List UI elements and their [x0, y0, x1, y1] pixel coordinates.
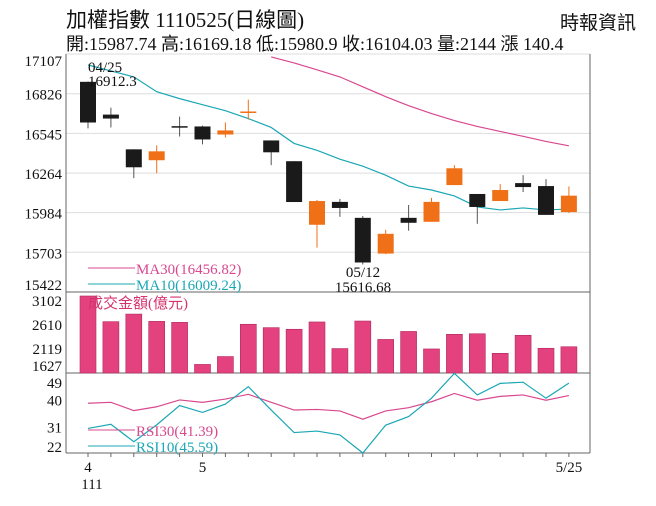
volume-bar: [171, 322, 188, 374]
ma10-line: [87, 64, 569, 211]
candle-body: [148, 151, 165, 161]
volume-tick-label: 2119: [33, 342, 62, 358]
price-tick-label: 15703: [25, 246, 63, 262]
candle-body: [286, 161, 303, 203]
volume-bar: [285, 328, 303, 374]
volume-bar: [240, 323, 257, 374]
high-date-label: 04/25: [88, 60, 122, 76]
volume-bar: [308, 321, 326, 374]
volume-bar: [537, 347, 555, 374]
volume-bar: [354, 320, 372, 374]
rsi10-line: [87, 372, 570, 454]
candle-body: [560, 195, 577, 213]
volume-tick-label: 1627: [32, 359, 63, 375]
candle-body: [331, 201, 348, 208]
volume-bar: [423, 348, 440, 374]
ohlc-summary: 開:15987.74 高:16169.18 低:15980.9 收:16104.…: [66, 34, 564, 54]
price-tick-label: 15422: [25, 278, 63, 294]
volume-bar: [194, 364, 211, 374]
volume-bar: [491, 353, 509, 374]
candle-body: [423, 201, 440, 222]
candle-body: [354, 217, 371, 263]
price-tick-label: 16545: [25, 127, 63, 143]
volume-bar: [514, 334, 532, 374]
high-value-label: 16912.3: [88, 74, 137, 90]
volume-bar: [400, 331, 417, 374]
candle-body: [194, 126, 211, 140]
rsi-tick-label: 40: [47, 394, 62, 410]
candle-body: [263, 140, 280, 153]
x-tick-label: 4: [84, 460, 92, 476]
volume-bar: [468, 333, 486, 374]
volume-title: 成交金額(億元): [88, 294, 188, 312]
x-tick-label: 5: [199, 460, 207, 476]
low-value-label: 15616.68: [335, 280, 391, 296]
volume-bar: [262, 327, 280, 374]
volume-tick-label: 3102: [32, 294, 62, 310]
candle-body: [171, 126, 188, 128]
rsi30-line: [87, 392, 570, 420]
volume-bar: [148, 321, 165, 374]
candle-body: [515, 183, 532, 188]
price-tick-label: 16826: [25, 88, 63, 104]
rsi-tick-label: 22: [47, 440, 62, 456]
candle-body: [538, 186, 554, 215]
volume-bar: [331, 348, 349, 374]
candle-body: [217, 130, 234, 135]
rsi-tick-label: 49: [47, 376, 62, 392]
price-tick-label: 16264: [25, 167, 63, 183]
volume-bar: [560, 346, 578, 374]
candle-body: [446, 168, 463, 186]
candle-body: [125, 149, 142, 168]
volume-tick-label: 2610: [32, 318, 62, 334]
price-tick-label: 15984: [25, 207, 63, 223]
ma30-legend: MA30(16456.82): [136, 262, 241, 278]
volume-bar: [102, 321, 120, 374]
price-tick-label: 17107: [25, 54, 63, 70]
x-tick-year-label: 111: [81, 477, 102, 493]
volume-bar: [79, 295, 97, 374]
volume-bar: [125, 313, 143, 374]
rsi-tick-label: 31: [47, 420, 62, 436]
candle-body: [102, 114, 119, 119]
ma10-legend: MA10(16009.24): [136, 278, 241, 294]
rsi30-legend: RSI30(41.39): [136, 424, 218, 440]
candle-body: [377, 233, 394, 254]
volume-bar: [377, 339, 395, 374]
candle-body: [309, 201, 325, 225]
x-tick-label: 5/25: [556, 460, 583, 476]
candle-body: [400, 217, 417, 223]
volume-bar: [446, 334, 463, 374]
candle-body: [469, 193, 486, 207]
ma30-line: [271, 56, 570, 147]
source-label: 時報資訊: [560, 13, 637, 34]
candle-body: [240, 111, 257, 113]
rsi10-legend: RSI10(45.59): [136, 440, 218, 456]
candle-body: [80, 81, 96, 123]
chart-title: 加權指數 1110525(日線圖): [66, 8, 305, 32]
volume-bar: [217, 356, 234, 374]
candle-body: [492, 190, 509, 202]
low-date-label: 05/12: [346, 265, 380, 281]
